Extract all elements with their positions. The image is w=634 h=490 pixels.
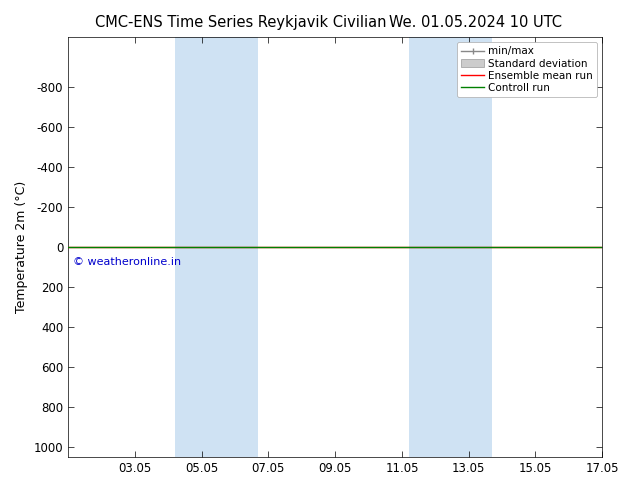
Text: CMC-ENS Time Series Reykjavik Civilian: CMC-ENS Time Series Reykjavik Civilian (95, 15, 387, 30)
Text: © weatheronline.in: © weatheronline.in (74, 257, 181, 267)
Bar (175, 37, 258, 457)
Y-axis label: Temperature 2m (°C): Temperature 2m (°C) (15, 181, 28, 313)
Legend: min/max, Standard deviation, Ensemble mean run, Controll run: min/max, Standard deviation, Ensemble me… (457, 42, 597, 97)
Text: We. 01.05.2024 10 UTC: We. 01.05.2024 10 UTC (389, 15, 562, 30)
Bar (408, 37, 492, 457)
